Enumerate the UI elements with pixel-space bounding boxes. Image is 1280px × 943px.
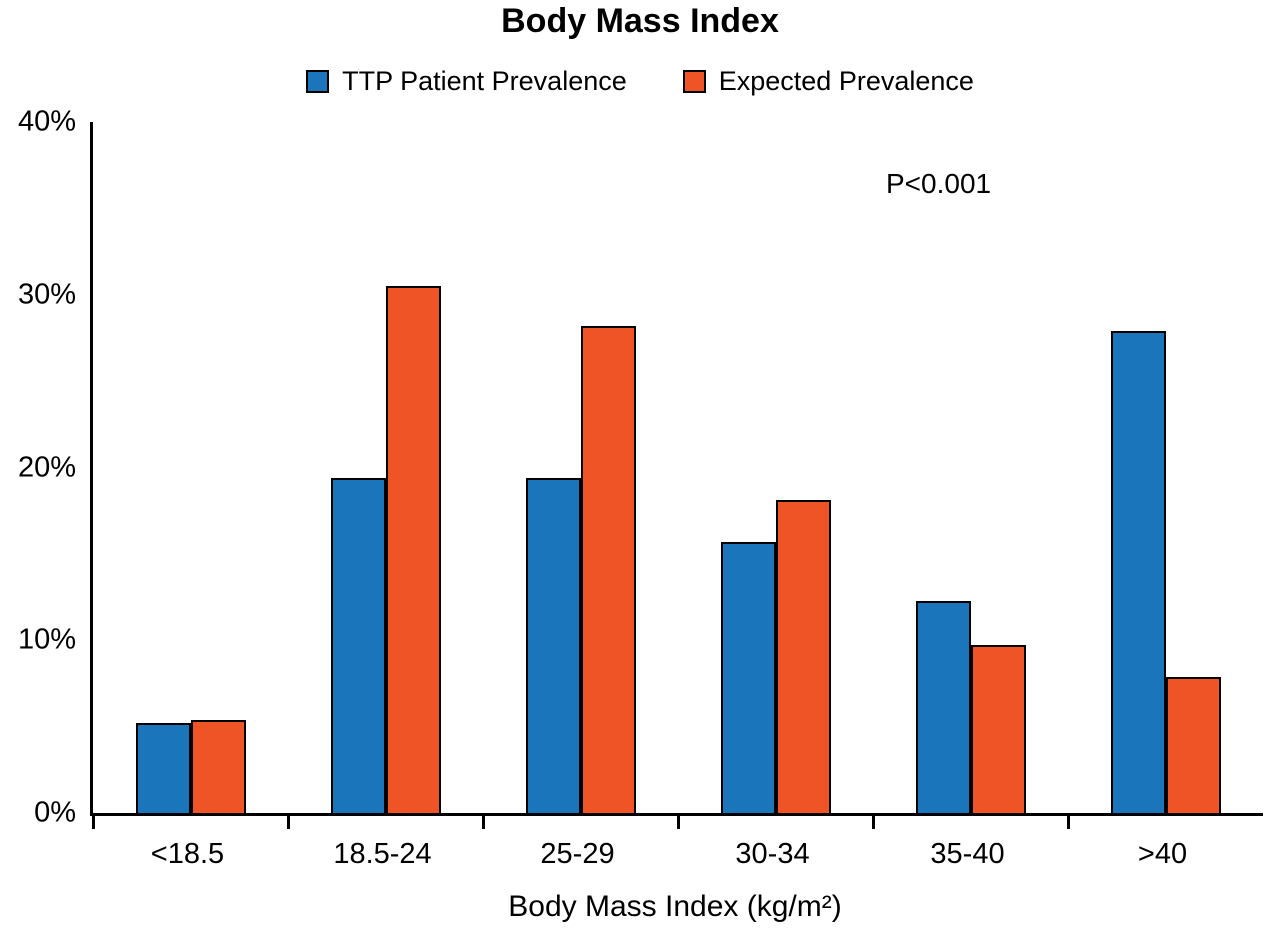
x-tick-label: >40 (1137, 838, 1188, 870)
x-tick-label: 30-34 (735, 838, 810, 870)
chart-title: Body Mass Index (501, 2, 779, 40)
bar-ttp-patient-prevalence-1 (135, 723, 191, 813)
x-tick-mark (91, 816, 95, 829)
y-tick-label: 40% (17, 105, 76, 138)
bar-ttp-patient-prevalence-4 (720, 541, 776, 813)
bar-expected-prevalence-1 (190, 719, 246, 813)
bar-expected-prevalence-2 (385, 286, 441, 813)
x-tick-label: 25-29 (540, 838, 615, 870)
bar-ttp-patient-prevalence-3 (525, 477, 581, 813)
y-tick-label: 10% (17, 623, 76, 656)
x-tick-mark (871, 816, 875, 829)
x-tick-mark (286, 816, 290, 829)
y-tick-label: 0% (34, 796, 76, 829)
bar-ttp-patient-prevalence-2 (330, 477, 386, 813)
plot-area (90, 122, 1263, 829)
legend-label-ttp: TTP Patient Prevalence (342, 66, 627, 96)
x-tick-label: <18.5 (150, 838, 225, 870)
x-axis-title: Body Mass Index (kg/m²) (508, 890, 842, 923)
bar-ttp-patient-prevalence-6 (1110, 331, 1166, 813)
legend-swatch-expected-icon (682, 70, 706, 93)
bar-expected-prevalence-4 (775, 500, 831, 813)
x-tick-mark (1066, 816, 1070, 829)
legend-item-expected: Expected Prevalence (682, 66, 974, 97)
p-value-annotation: P<0.001 (886, 168, 992, 199)
legend-label-expected: Expected Prevalence (718, 66, 974, 96)
legend: TTP Patient Prevalence Expected Prevalen… (0, 66, 1280, 97)
legend-item-ttp: TTP Patient Prevalence (306, 66, 627, 97)
x-tick-label: 18.5-24 (333, 838, 432, 870)
x-axis-tick-labels: <18.5 18.5-24 25-29 30-34 35-40 >40 (90, 838, 1260, 874)
y-axis-tick-labels: 0% 10% 20% 30% 40% (0, 106, 80, 829)
x-tick-mark (676, 816, 680, 829)
x-tick-mark (481, 816, 485, 829)
y-tick-label: 30% (17, 278, 76, 311)
bar-expected-prevalence-6 (1165, 676, 1221, 813)
bar-ttp-patient-prevalence-5 (915, 600, 971, 813)
bar-expected-prevalence-5 (970, 645, 1026, 813)
y-tick-label: 20% (17, 451, 76, 483)
bar-expected-prevalence-3 (580, 325, 636, 813)
legend-swatch-ttp-icon (306, 70, 330, 93)
x-tick-label: 35-40 (930, 838, 1005, 870)
